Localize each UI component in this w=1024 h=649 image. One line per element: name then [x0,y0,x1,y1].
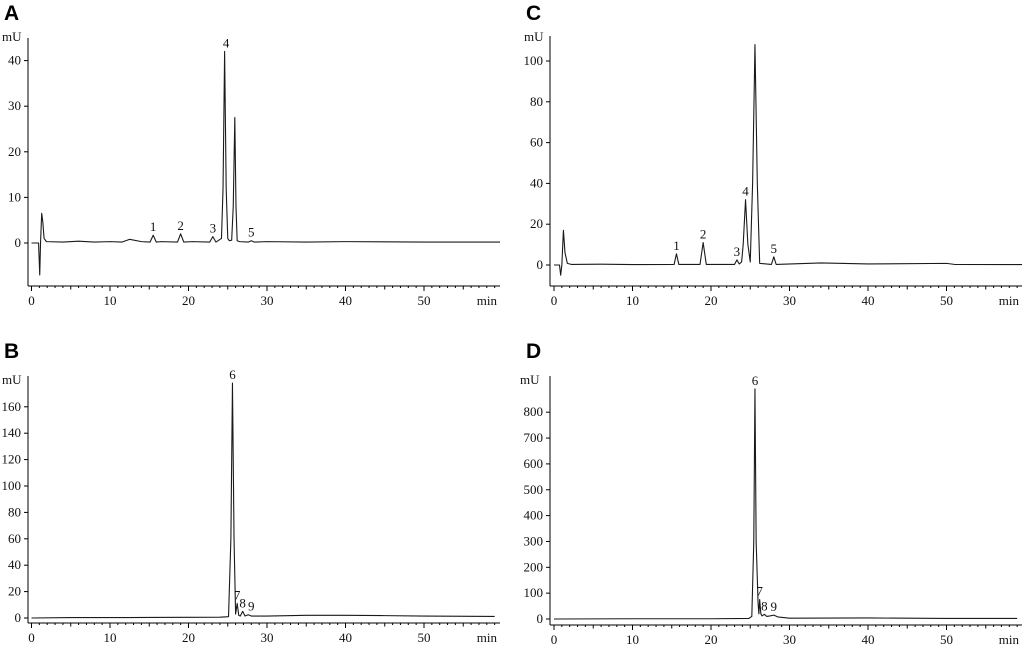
y-tick-label: 700 [524,430,544,445]
peak-label: 5 [771,241,778,256]
y-unit-label: mU [2,372,22,387]
panel-letter: B [4,340,19,363]
x-tick-label: 0 [28,293,35,308]
y-tick-label: 0 [537,611,544,626]
peak-label: 6 [229,367,236,382]
y-tick-label: 100 [2,478,22,493]
x-tick-label: 50 [940,632,953,647]
peak-label: 3 [734,244,741,259]
y-tick-label: 140 [2,425,22,440]
x-tick-label: 10 [626,632,639,647]
y-tick-label: 20 [530,216,543,231]
y-tick-label: 120 [2,452,22,467]
peak-label: 1 [673,238,680,253]
y-tick-label: 80 [530,94,543,109]
peak-label: 3 [210,221,217,236]
x-tick-label: 40 [862,632,875,647]
peak-label: 2 [177,218,184,233]
peak-label: 2 [700,227,707,242]
chromatogram-trace [31,50,500,276]
chromatogram-trace [31,382,495,619]
panel-letter: D [526,340,541,363]
y-tick-label: 300 [524,533,544,548]
y-unit-label: mU [524,29,544,44]
x-tick-label: 10 [626,293,639,308]
panel-b: BmU 0 20 40 60 80 100 120 140 160 0 10 20 30 40 50 min 6 7… [2,340,500,645]
panel-d: DmU 0 100 200 300 400 500 600 700 800 0 10 20 30 40 50 m… [520,340,1022,647]
y-tick-label: 80 [8,504,21,519]
x-tick-label: 0 [28,630,35,645]
peak-label: 6 [752,373,759,388]
panel-letter: A [4,2,19,25]
x-tick-label: 50 [940,293,953,308]
chromatogram-trace [554,44,1023,276]
peak-label: 8 [239,595,246,610]
y-tick-label: 10 [8,189,21,204]
x-tick-label: 30 [783,293,796,308]
peak-label: 7 [756,584,763,599]
x-tick-label: 40 [339,630,352,645]
y-tick-label: 40 [8,53,21,68]
panel-c: CmU 0 20 40 60 80 100 0 10 20 30 40 50 min 1 2 3 4 5 [524,2,1023,308]
peak-label: 5 [248,225,255,240]
y-tick-label: 100 [524,53,544,68]
peak-label: 9 [248,599,255,614]
panel-letter: C [526,2,541,25]
chromatogram-trace [553,388,1018,620]
y-unit-label: mU [2,29,22,44]
peak-label: 1 [150,219,157,234]
y-tick-label: 20 [8,144,21,159]
y-tick-label: 60 [8,531,21,546]
x-tick-label: 40 [862,293,875,308]
y-tick-label: 20 [8,584,21,599]
x-unit-label: min [477,630,498,645]
x-tick-label: 30 [783,632,796,647]
y-tick-label: 0 [15,610,22,625]
x-tick-label: 0 [551,632,558,647]
y-tick-label: 160 [2,399,22,414]
y-tick-label: 0 [537,257,544,272]
x-tick-label: 50 [418,293,431,308]
y-tick-label: 40 [8,557,21,572]
y-tick-label: 60 [530,135,543,150]
y-tick-label: 200 [524,559,544,574]
y-tick-label: 600 [524,456,544,471]
x-tick-label: 20 [705,293,718,308]
x-tick-label: 30 [261,630,274,645]
x-unit-label: min [999,293,1020,308]
y-tick-label: 400 [524,508,544,523]
x-tick-label: 20 [182,293,195,308]
x-tick-label: 10 [104,630,117,645]
y-tick-label: 30 [8,98,21,113]
x-tick-label: 0 [551,293,558,308]
y-tick-label: 100 [524,585,544,600]
peak-label: 7 [234,587,241,602]
x-tick-label: 20 [182,630,195,645]
peak-label: 4 [223,35,230,50]
peak-label: 8 [761,598,768,613]
x-unit-label: min [999,632,1020,647]
peak-label: 9 [771,599,778,614]
x-tick-label: 20 [705,632,718,647]
panel-a: AmU 0 10 20 30 40 0 10 20 30 40 50 min 1 2 3 4 5 [2,2,500,308]
x-tick-label: 30 [261,293,274,308]
x-tick-label: 40 [339,293,352,308]
x-tick-label: 50 [418,630,431,645]
x-tick-label: 10 [104,293,117,308]
y-unit-label: mU [520,372,540,387]
y-tick-label: 40 [530,175,543,190]
y-tick-label: 500 [524,482,544,497]
peak-label: 4 [742,184,749,199]
x-unit-label: min [477,293,498,308]
y-tick-label: 800 [524,404,544,419]
y-tick-label: 0 [15,235,22,250]
